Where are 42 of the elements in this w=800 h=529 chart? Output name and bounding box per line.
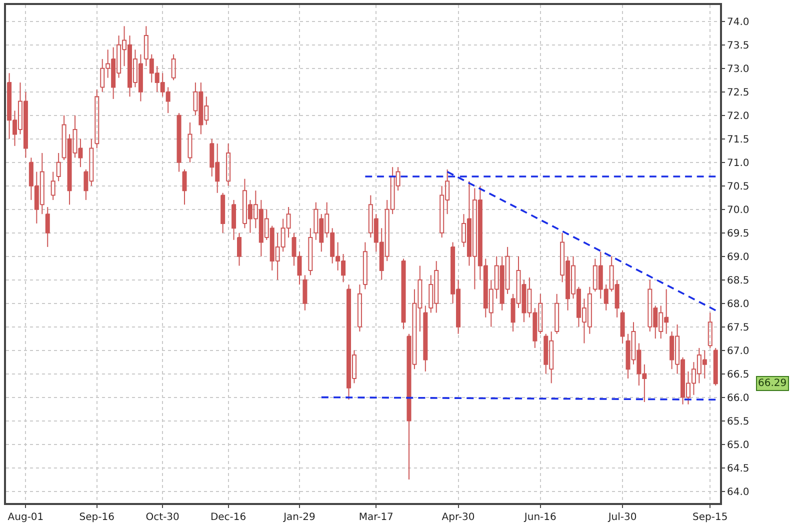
y-tick-label: 65.5: [727, 416, 750, 428]
y-tick-label: 73.5: [727, 40, 750, 52]
candlestick: [708, 312, 712, 348]
y-tick-label: 65.0: [727, 440, 750, 451]
x-tick-label: Apr-30: [442, 512, 475, 523]
y-tick-label: 71.0: [727, 158, 750, 169]
y-tick-label: 64.0: [727, 486, 750, 498]
y-tick-label: 67.5: [727, 322, 750, 334]
x-tick-label: Dec-16: [210, 512, 246, 523]
y-tick-label: 66.0: [727, 392, 750, 404]
y-tick-label: 69.0: [727, 252, 750, 263]
y-tick-label: 71.5: [727, 134, 750, 146]
y-tick-label: 70.0: [727, 204, 750, 216]
y-tick-label: 69.5: [727, 228, 750, 240]
x-tick-label: Jun-16: [523, 512, 556, 523]
candlestick: [554, 293, 560, 334]
candlestick: [362, 242, 368, 290]
text: 66.29: [758, 378, 787, 389]
candlestick: [50, 171, 56, 200]
y-tick-label: 67.0: [727, 346, 750, 357]
x-tick-label: Jan-29: [282, 512, 316, 523]
x-tick-label: Sep-15: [692, 512, 728, 523]
x-tick-label: Aug-01: [8, 512, 44, 523]
y-tick-label: 70.5: [727, 181, 750, 192]
y-tick-label: 64.5: [727, 463, 750, 474]
x-tick-label: Oct-30: [146, 512, 180, 523]
candlestick: [308, 228, 313, 276]
candlestick: [357, 284, 362, 332]
candlestick: [226, 143, 231, 186]
y-tick-label: 72.5: [727, 87, 750, 98]
y-tick-label: 68.0: [727, 298, 750, 310]
y-tick-label: 68.5: [727, 275, 750, 286]
x-tick-label: Sep-16: [79, 512, 114, 523]
y-tick-label: 73.0: [727, 64, 750, 75]
candlestick: [56, 152, 61, 182]
x-tick-label: Jul-30: [607, 512, 637, 523]
x-tick-label: Mar-17: [358, 512, 394, 523]
y-tick-label: 74.0: [727, 16, 750, 28]
y-tick-label: 66.5: [727, 369, 750, 380]
candlestick: [188, 122, 192, 163]
y-tick-label: 72.0: [727, 110, 750, 122]
candlestick: [94, 89, 100, 149]
